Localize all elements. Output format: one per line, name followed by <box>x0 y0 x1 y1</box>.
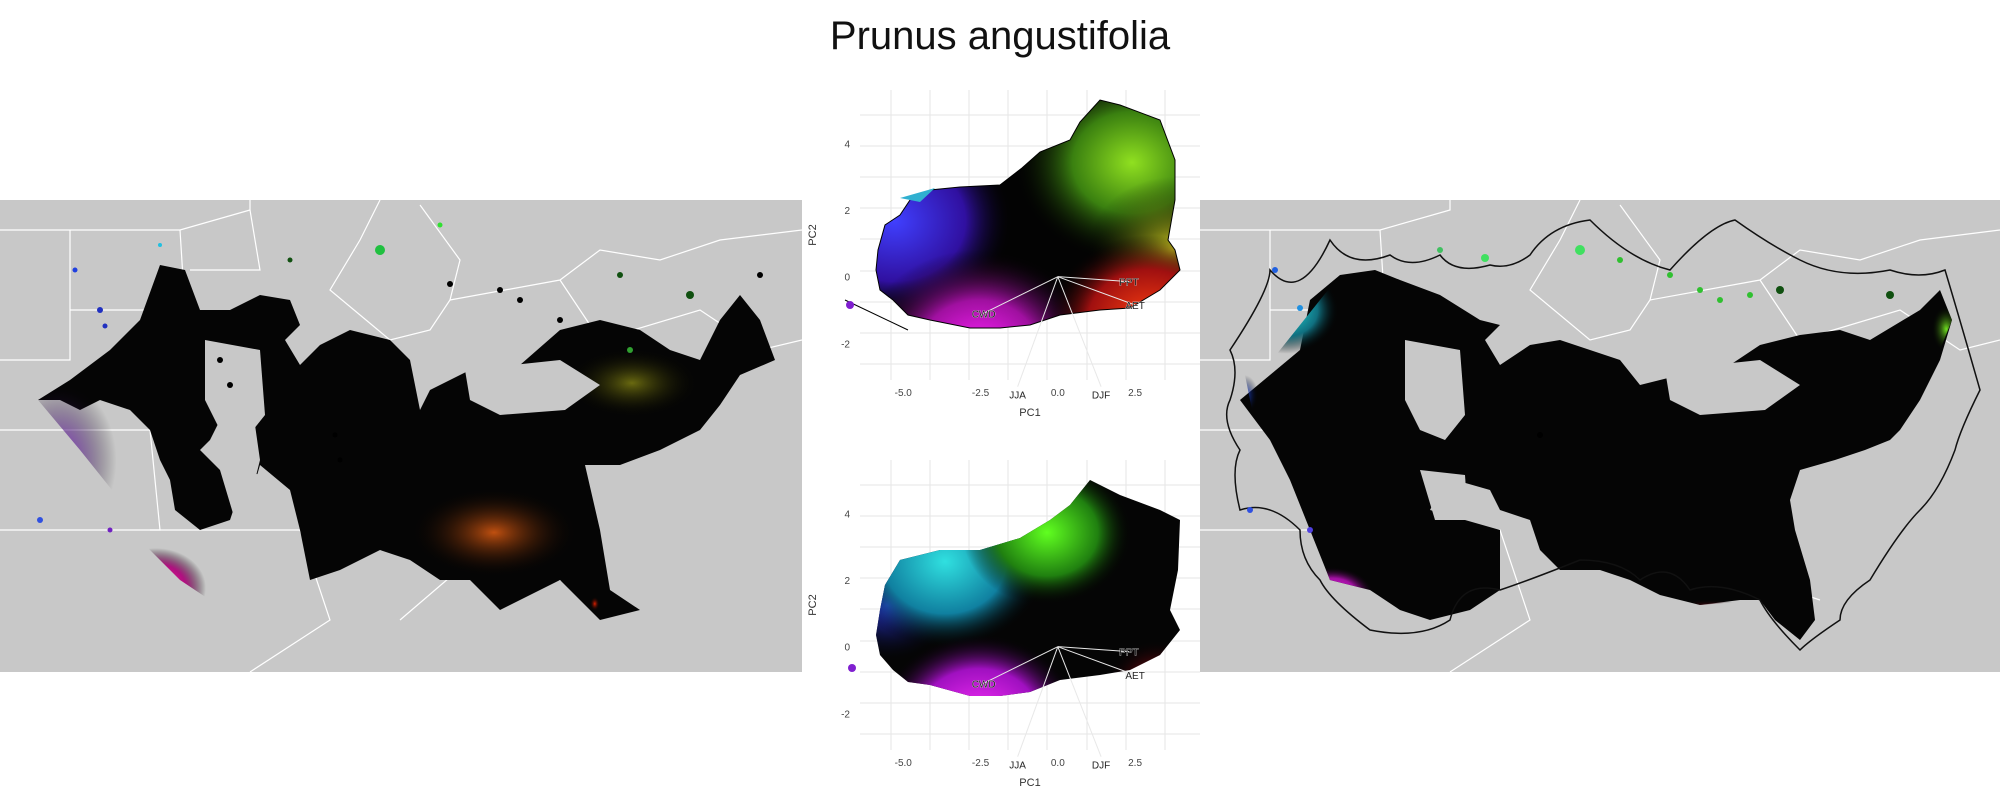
x-axis-label: PC1 <box>1019 407 1040 419</box>
loading-vector-aet <box>1057 276 1136 306</box>
outlier-point <box>846 301 854 309</box>
loading-vector-cwd <box>983 646 1059 684</box>
y-axis-label: PC2 <box>807 594 819 615</box>
y-tick-label: 0 <box>844 643 850 654</box>
y-tick-label: 4 <box>844 509 850 520</box>
pca-top-chart: PPT AET CWD JJA DJF -5.0 -2.5 0.0 2.5 -2 0 2 4 PC1 PC… <box>807 90 1200 419</box>
pca-bottom-chart: PPT AET CWD JJA DJF -5.0 -2.5 0.0 2.5 -2 0 2 4 PC1 PC… <box>807 460 1200 789</box>
x-tick-label: 2.5 <box>1128 758 1142 769</box>
loading-label-cwd: CWD <box>972 679 996 690</box>
pca-cloud <box>876 480 1180 696</box>
x-tick-label: -5.0 <box>895 758 913 769</box>
convex-hull-outline <box>1225 219 1981 652</box>
loading-label-aet: AET <box>1125 301 1144 312</box>
loading-vector-jja <box>1017 276 1059 387</box>
y-tick-label: -2 <box>841 709 850 720</box>
outlier-points <box>1247 245 1894 533</box>
loading-vector-ppt <box>1057 276 1129 283</box>
range-holes <box>205 340 600 520</box>
loading-label-jja: JJA <box>1009 391 1026 402</box>
y-tick-label: -2 <box>841 339 850 350</box>
x-tick-label: 0.0 <box>1051 758 1065 769</box>
y-tick-label: 4 <box>844 139 850 150</box>
loading-vector-djf <box>1057 646 1102 757</box>
loading-label-ppt: PPT <box>1119 648 1138 659</box>
loading-vector-jja <box>1017 646 1059 757</box>
x-tick-label: -5.0 <box>895 388 913 399</box>
chart-title: Prunus angustifolia <box>829 14 1171 58</box>
convex-hull <box>844 99 1181 331</box>
loading-vectors: PPT AET CWD JJA DJF <box>971 276 1145 402</box>
loading-vectors: PPT AET CWD JJA DJF <box>971 646 1145 772</box>
loading-label-cwd: CWD <box>972 309 996 320</box>
loading-label-djf: DJF <box>1092 391 1110 402</box>
loading-label-djf: DJF <box>1092 761 1110 772</box>
range-holes <box>1405 340 1800 520</box>
pca-cloud <box>876 100 1180 328</box>
y-tick-label: 0 <box>844 273 850 284</box>
x-axis-label: PC1 <box>1019 777 1040 789</box>
y-axis-label: PC2 <box>807 224 819 245</box>
x-tick-label: 2.5 <box>1128 388 1142 399</box>
loading-label-aet: AET <box>1125 671 1144 682</box>
loading-vector-aet <box>1057 646 1136 676</box>
x-tick-label: -2.5 <box>972 388 990 399</box>
pca-axes: -5.0 -2.5 0.0 2.5 -2 0 2 4 PC1 PC2 <box>807 509 1142 789</box>
loading-vector-ppt <box>1057 646 1129 653</box>
pca-axes: -5.0 -2.5 0.0 2.5 -2 0 2 4 PC1 PC2 <box>807 139 1142 419</box>
outlier-point <box>848 664 856 672</box>
right-range-map <box>1200 200 2000 672</box>
y-tick-label: 2 <box>844 206 850 217</box>
outlier-points <box>37 222 763 533</box>
left-range-map <box>0 200 802 672</box>
cyan-cluster <box>900 188 935 202</box>
y-tick-label: 2 <box>844 576 850 587</box>
loading-label-jja: JJA <box>1009 761 1026 772</box>
x-tick-label: 0.0 <box>1051 388 1065 399</box>
loading-vector-cwd <box>983 276 1059 314</box>
loading-label-ppt: PPT <box>1119 278 1138 289</box>
loading-vector-djf <box>1057 276 1102 387</box>
x-tick-label: -2.5 <box>972 758 990 769</box>
